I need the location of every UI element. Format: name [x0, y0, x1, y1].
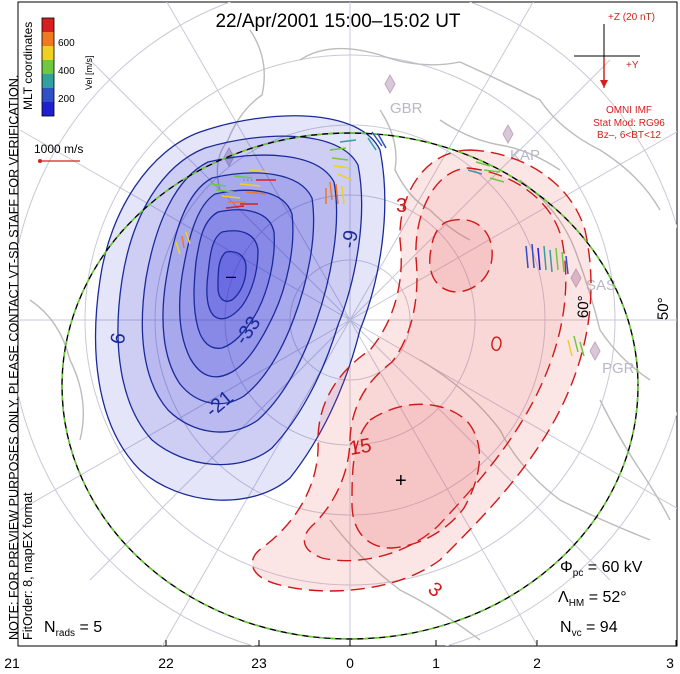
vectors-dusk-lower	[175, 231, 191, 255]
svg-text:Nvc = 94: Nvc = 94	[560, 619, 618, 639]
potential-max-marker: +	[395, 470, 407, 492]
map-title: 22/Apr/2001 15:00–15:02 UT	[215, 11, 460, 32]
contour-label-pos-15: 15	[347, 435, 373, 461]
vectors-dusk-upper	[209, 169, 276, 209]
pos-contour-5	[491, 336, 502, 351]
station-markers	[223, 73, 601, 362]
station-label-sas: SAS	[586, 277, 616, 294]
stat-n-rads: Nrads = 5	[44, 619, 102, 639]
svg-text:ΛHM = 52°: ΛHM = 52°	[558, 589, 627, 609]
imf-z-label: +Z (20 nT)	[608, 12, 655, 23]
lat-label-50: 50°	[655, 297, 673, 320]
fit-order-note: FitOrder: 8, mapEX format	[21, 492, 35, 640]
neg-contour-8	[217, 250, 247, 302]
pos-contour-3	[351, 403, 481, 549]
neg-contour-3	[141, 154, 338, 433]
contour-label-neg-9: -9	[338, 228, 363, 250]
negative-cell	[94, 115, 386, 501]
vectors-kap	[467, 161, 505, 183]
mlt-tick-21: 21	[4, 655, 20, 671]
station-label-other: ...	[242, 168, 254, 184]
vectors-pgr	[567, 335, 585, 357]
svg-text:Nrads = 5: Nrads = 5	[44, 619, 102, 639]
mlt-tick-22: 22	[158, 655, 174, 671]
vectors-dawn	[525, 243, 569, 275]
stat-phi-pc: Φpc = 60 kV	[560, 559, 643, 579]
colorbar-label: Vel [m/s]	[84, 55, 94, 90]
imf-y-label: +Y	[626, 60, 639, 71]
stat-n-vc: Nvc = 94	[560, 619, 618, 639]
pos-contour-outer	[251, 149, 592, 592]
coastlines	[29, 29, 671, 641]
colorbar-tick-200: 200	[58, 94, 75, 105]
vector-scale-label: 1000 m/s	[34, 142, 83, 156]
mlt-tick-23: 23	[251, 655, 267, 671]
contour-label-pos-3-top: 3	[396, 195, 407, 217]
imf-model-line-3: Bz–, 6<BT<12	[597, 130, 661, 141]
colorbar-tick-400: 400	[58, 66, 75, 77]
station-label-pgr: PGR	[602, 360, 635, 377]
preview-note: NOTE: FOR PREVIEW PURPOSES ONLY. PLEASE …	[7, 75, 21, 640]
velocity-colorbar	[41, 17, 55, 117]
station-label-gbr: GBR	[390, 100, 423, 117]
imf-model-line-1: OMNI IMF	[606, 105, 652, 116]
mlt-tick-3: 3	[666, 655, 674, 671]
imf-model-line-2: Stat Mod: RG96	[593, 118, 665, 129]
neg-contour-5	[178, 189, 294, 378]
pos-contour-2	[303, 167, 567, 562]
imf-dial	[574, 24, 640, 88]
mlt-tick-1: 1	[432, 655, 440, 671]
mlt-tick-0: 0	[346, 655, 354, 671]
svg-text:Φpc = 60 kV: Φpc = 60 kV	[560, 559, 643, 579]
contour-label-neg-outer: 6	[107, 331, 131, 346]
mlt-tick-2: 2	[533, 655, 541, 671]
neg-contour-4	[162, 172, 315, 405]
potential-min-marker: –	[226, 266, 236, 286]
lat-label-60: 60°	[575, 295, 593, 318]
hm-boundary-green	[61, 132, 639, 640]
vectors-noon	[325, 131, 387, 205]
vector-scale-dot	[38, 159, 42, 163]
stat-lambda-hm: ΛHM = 52°	[558, 589, 627, 609]
neg-contour-6	[193, 209, 275, 349]
coords-label: MLT coordinates	[21, 22, 35, 110]
pos-contour-4	[429, 218, 493, 293]
mlt-axis-ticks	[17, 640, 677, 646]
colorbar-tick-600: 600	[58, 38, 75, 49]
positive-cell	[251, 149, 592, 592]
